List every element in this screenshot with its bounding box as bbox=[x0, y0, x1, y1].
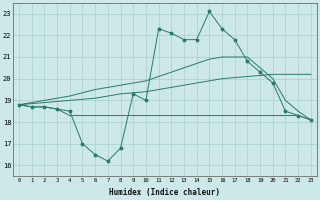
X-axis label: Humidex (Indice chaleur): Humidex (Indice chaleur) bbox=[109, 188, 220, 197]
